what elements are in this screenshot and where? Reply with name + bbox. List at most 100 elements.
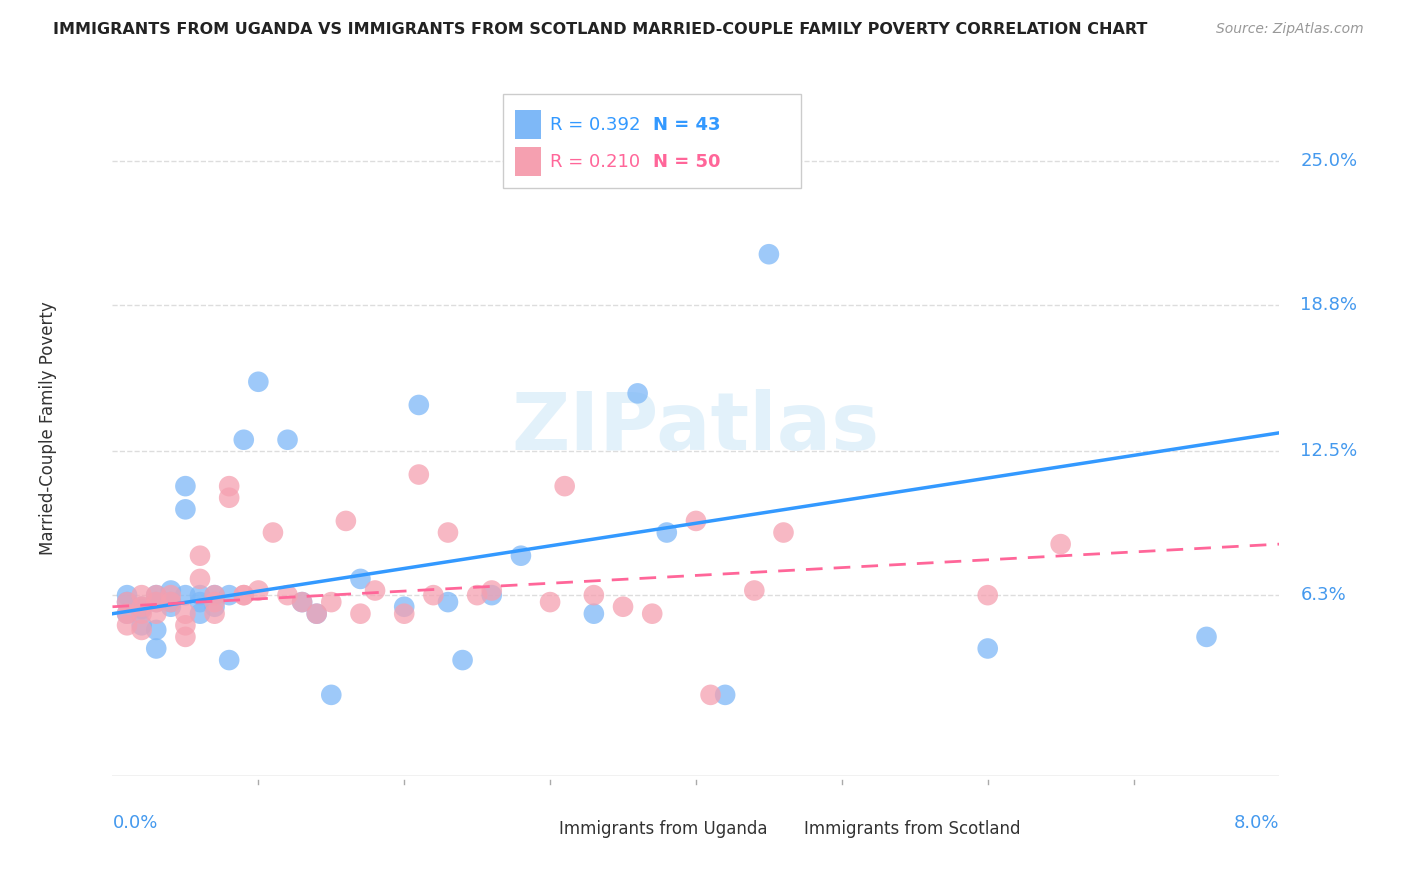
Text: Immigrants from Uganda: Immigrants from Uganda [560,820,768,838]
Text: 8.0%: 8.0% [1234,814,1279,832]
Point [174,618,197,632]
Point [160,583,183,598]
Point [145,595,167,609]
Point [742,583,765,598]
Point [349,572,371,586]
Point [115,595,138,609]
Point [232,588,254,602]
Point [465,588,488,602]
Point [408,398,430,412]
Point [160,588,183,602]
Point [976,588,998,602]
Point [758,247,780,261]
Point [232,433,254,447]
FancyBboxPatch shape [503,95,801,188]
Point [655,525,678,540]
Point [218,479,240,493]
Point [437,525,460,540]
Point [131,623,153,637]
Point [305,607,328,621]
Point [772,525,794,540]
Text: 12.5%: 12.5% [1301,442,1358,460]
Point [145,623,167,637]
Point [131,599,153,614]
Point [174,479,197,493]
Point [188,549,211,563]
Point [247,583,270,598]
Text: N = 50: N = 50 [652,153,720,170]
FancyBboxPatch shape [772,815,797,842]
Text: IMMIGRANTS FROM UGANDA VS IMMIGRANTS FROM SCOTLAND MARRIED-COUPLE FAMILY POVERTY: IMMIGRANTS FROM UGANDA VS IMMIGRANTS FRO… [53,22,1147,37]
Text: Married-Couple Family Poverty: Married-Couple Family Poverty [39,301,58,555]
Text: 6.3%: 6.3% [1301,586,1346,604]
Point [174,630,197,644]
Point [218,653,240,667]
Point [262,525,284,540]
Point [232,588,254,602]
Text: Source: ZipAtlas.com: Source: ZipAtlas.com [1216,22,1364,37]
Point [538,595,561,609]
Point [115,618,138,632]
Point [115,595,138,609]
Point [321,595,343,609]
Point [349,607,371,621]
Text: N = 43: N = 43 [652,116,720,134]
Point [204,595,226,609]
Point [218,491,240,505]
Text: R = 0.392: R = 0.392 [550,116,641,134]
Point [131,599,153,614]
Point [188,588,211,602]
Text: R = 0.210: R = 0.210 [550,153,640,170]
Point [291,595,314,609]
Point [582,588,605,602]
Point [276,433,298,447]
Point [204,588,226,602]
Point [145,595,167,609]
Point [408,467,430,482]
Point [145,588,167,602]
Point [131,607,153,621]
FancyBboxPatch shape [515,111,541,139]
FancyBboxPatch shape [527,815,553,842]
Point [685,514,707,528]
Point [131,602,153,616]
Point [131,618,153,632]
Point [174,607,197,621]
Point [174,588,197,602]
Point [641,607,664,621]
Point [321,688,343,702]
Point [160,595,183,609]
Point [627,386,650,401]
Text: 0.0%: 0.0% [112,814,157,832]
Point [481,588,503,602]
Point [145,607,167,621]
Point [204,599,226,614]
Point [204,588,226,602]
Point [115,607,138,621]
Point [305,607,328,621]
Point [554,479,576,493]
Point [160,595,183,609]
Point [394,607,416,621]
Point [612,599,634,614]
Point [145,588,167,602]
Point [188,595,211,609]
Text: 18.8%: 18.8% [1301,296,1357,314]
Point [976,641,998,656]
Point [115,607,138,621]
Point [291,595,314,609]
Point [131,588,153,602]
Point [481,583,503,598]
Point [437,595,460,609]
Point [145,641,167,656]
Point [160,599,183,614]
Point [364,583,387,598]
Point [174,502,197,516]
Text: 25.0%: 25.0% [1301,153,1358,170]
Point [422,588,444,602]
Point [582,607,605,621]
Point [1195,630,1218,644]
Text: Immigrants from Scotland: Immigrants from Scotland [804,820,1021,838]
Point [188,572,211,586]
Point [451,653,474,667]
